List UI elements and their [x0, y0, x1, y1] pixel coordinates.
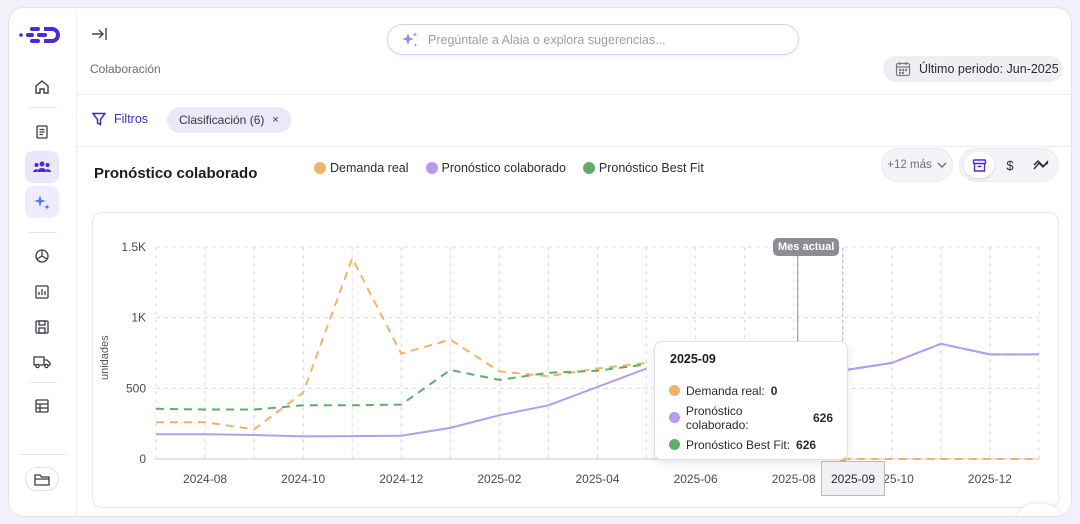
- sparkles-icon: [402, 31, 418, 47]
- legend-item-best-fit[interactable]: Pronóstico Best Fit: [582, 161, 704, 175]
- search-input[interactable]: [428, 32, 788, 47]
- more-series-dropdown[interactable]: +12 más: [881, 148, 953, 182]
- currency-view-toggle[interactable]: $: [995, 152, 1025, 178]
- tooltip-title: 2025-09: [670, 352, 716, 366]
- x-tick-label: 2024-12: [379, 472, 423, 486]
- y-tick-label: 1K: [131, 311, 146, 325]
- tooltip-row-demanda: Demanda real: 0: [669, 377, 833, 404]
- legend-label: Demanda real: [330, 161, 409, 175]
- floating-action-button[interactable]: [1015, 504, 1063, 516]
- y-tick-label: 1.5K: [121, 240, 146, 254]
- sidebar-item-reports[interactable]: [25, 276, 59, 308]
- x-tick-label: 2025-08: [772, 472, 816, 486]
- table-icon: [35, 399, 49, 413]
- units-view-toggle[interactable]: [964, 152, 994, 178]
- x-axis-highlight: 2025-09: [821, 461, 885, 496]
- sidebar-item-tables[interactable]: [25, 390, 59, 422]
- truck-icon: [33, 356, 51, 369]
- breadcrumb: Colaboración: [90, 62, 161, 76]
- tooltip-label: Demanda real:: [686, 383, 765, 398]
- sidebar-divider: [19, 454, 67, 455]
- tooltip-value: 626: [812, 410, 833, 425]
- series-line-1: [156, 342, 1039, 438]
- y-tick-label: 500: [126, 381, 146, 395]
- filter-chip-clasificacion[interactable]: Clasificación (6) ×: [167, 107, 291, 133]
- trend-view-toggle[interactable]: [1026, 152, 1056, 178]
- sparkles-icon: [34, 195, 50, 210]
- tooltip-dot: [669, 385, 680, 396]
- filters-button[interactable]: Filtros: [92, 112, 148, 126]
- chart-title: Pronóstico colaborado: [94, 165, 258, 182]
- legend-dot: [314, 162, 326, 174]
- legend-label: Pronóstico Best Fit: [598, 161, 704, 175]
- view-toggle-group: $: [959, 148, 1059, 182]
- sidebar-item-documents[interactable]: [25, 116, 59, 148]
- close-icon[interactable]: ×: [272, 114, 279, 126]
- period-selector[interactable]: Último periodo: Jun-2025: [883, 56, 1063, 82]
- sidebar-item-assistant[interactable]: [25, 186, 59, 218]
- legend-item-colaborado[interactable]: Pronóstico colaborado: [425, 161, 566, 175]
- calendar-icon: [895, 62, 911, 77]
- bar-chart-icon: [35, 285, 49, 299]
- filter-chip-label: Clasificación (6): [179, 113, 265, 127]
- x-tick-label: 2025-02: [477, 472, 521, 486]
- forecast-chart[interactable]: 0 500 1K 1.5K 2024-08 2024-10 2024-12 2025-02 20…: [9, 8, 1072, 517]
- filter-icon: [92, 112, 106, 126]
- sidebar-divider: [29, 382, 57, 383]
- y-tick-label: 0: [139, 452, 146, 466]
- x-tick-label: 2025-04: [575, 472, 619, 486]
- sidebar-divider: [29, 232, 57, 233]
- x-tick-label: 2025-06: [674, 472, 718, 486]
- tooltip-dot: [669, 439, 680, 450]
- search-bar[interactable]: [387, 24, 799, 55]
- chevron-down-icon: [937, 162, 947, 168]
- y-axis-label: unidades: [99, 335, 111, 380]
- sidebar-divider: [29, 107, 57, 108]
- tooltip-label: Pronóstico colaborado:: [685, 403, 749, 432]
- sidebar-item-files[interactable]: [25, 467, 59, 491]
- chart-tooltip: 2025-09 Demanda real: 0 Pronóstico colab…: [654, 341, 848, 460]
- sidebar-item-analytics[interactable]: [25, 240, 59, 272]
- filters-label: Filtros: [114, 112, 149, 126]
- sidebar-item-logistics[interactable]: [25, 346, 59, 378]
- sidebar-item-collaboration[interactable]: [25, 151, 59, 183]
- sidebar-item-home[interactable]: [25, 71, 59, 103]
- folder-icon: [34, 473, 50, 486]
- divider: [77, 94, 1071, 95]
- legend-dot: [425, 162, 438, 174]
- divider: [77, 146, 1071, 147]
- x-tick-label: 2025-12: [968, 472, 1012, 486]
- home-icon: [35, 80, 49, 94]
- document-icon: [36, 125, 48, 139]
- period-label: Último periodo: Jun-2025: [919, 62, 1059, 76]
- x-tick-label: 2024-08: [183, 472, 227, 486]
- collapse-sidebar-icon[interactable]: [91, 26, 109, 42]
- sidebar: [9, 8, 77, 516]
- x-tick-label: 2024-10: [281, 472, 325, 486]
- current-month-marker: Mes actual: [773, 238, 840, 256]
- logo-icon: [19, 27, 60, 43]
- legend-item-demanda[interactable]: Demanda real: [314, 161, 409, 175]
- sidebar-item-inventory[interactable]: [25, 311, 59, 343]
- tooltip-dot: [669, 412, 680, 423]
- legend-dot: [582, 162, 595, 174]
- users-icon: [33, 161, 51, 172]
- legend-label: Pronóstico colaborado: [441, 161, 566, 175]
- chart-legend: Demanda real Pronóstico colaborado Pronó…: [314, 161, 721, 175]
- tooltip-row-best-fit: Pronóstico Best Fit: 626: [669, 431, 833, 458]
- app-frame: Colaboración Último periodo: Jun-2025 Fi…: [8, 7, 1072, 517]
- tooltip-value: 626: [796, 437, 817, 452]
- tooltip-row-colaborado: Pronóstico colaborado: 626: [669, 403, 833, 432]
- tooltip-label: Pronóstico Best Fit:: [686, 437, 791, 452]
- save-icon: [35, 320, 49, 334]
- pie-chart-icon: [35, 249, 49, 263]
- units-icon: [972, 158, 986, 172]
- currency-icon: $: [1006, 157, 1014, 173]
- tooltip-value: 0: [770, 383, 778, 398]
- trend-icon: [1033, 160, 1049, 170]
- more-label: +12 más: [887, 159, 932, 171]
